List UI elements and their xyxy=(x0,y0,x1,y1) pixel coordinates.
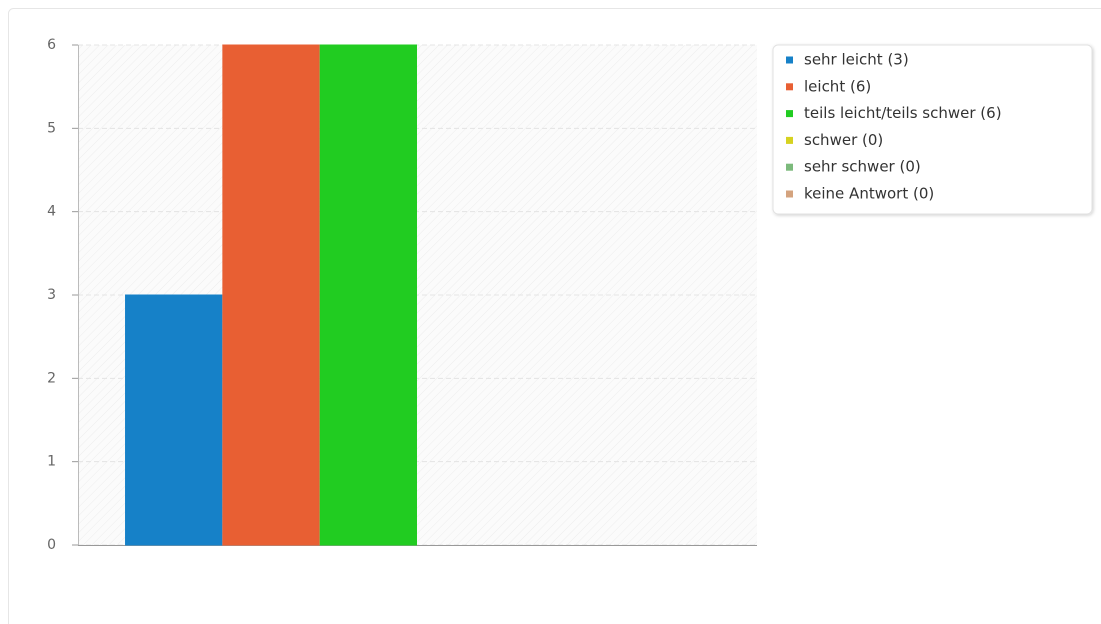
legend-label: teils leicht/teils schwer (6) xyxy=(804,104,1002,122)
bar xyxy=(125,294,223,546)
legend-swatch xyxy=(786,83,793,91)
legend-swatch xyxy=(786,56,793,64)
bar xyxy=(319,44,417,546)
y-tick-label: 1 xyxy=(47,454,56,470)
bar xyxy=(222,44,320,546)
legend-swatch xyxy=(786,136,793,144)
legend-label: keine Antwort (0) xyxy=(804,185,934,203)
legend-swatch xyxy=(786,163,793,171)
y-tick-label: 0 xyxy=(47,537,56,553)
y-tick-label: 2 xyxy=(47,370,56,386)
legend-label: schwer (0) xyxy=(804,131,883,149)
legend-label: sehr schwer (0) xyxy=(804,158,921,176)
legend-swatch xyxy=(786,190,793,198)
legend-label: leicht (6) xyxy=(804,77,871,95)
y-tick-label: 6 xyxy=(47,37,56,53)
y-tick-label: 3 xyxy=(47,287,56,303)
y-tick-label: 4 xyxy=(47,204,56,220)
legend-swatch xyxy=(786,110,793,118)
y-tick-label: 5 xyxy=(47,120,56,136)
legend xyxy=(772,44,1093,215)
legend-label: sehr leicht (3) xyxy=(804,51,909,69)
